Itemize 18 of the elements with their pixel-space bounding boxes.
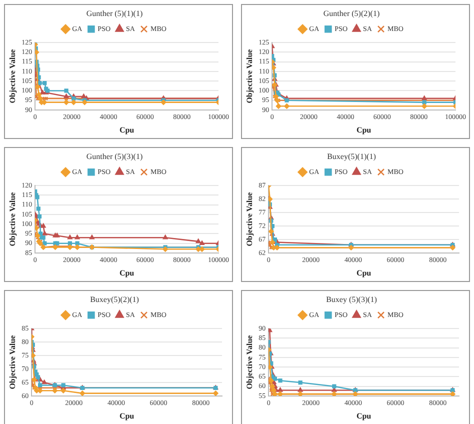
chart-title: Gunther (5)(2)(1) bbox=[323, 8, 380, 18]
y-axis-title: Objective Value bbox=[8, 334, 17, 390]
chart-title: Buxey(5)(1)(1) bbox=[327, 152, 376, 161]
x-axis-title: Cpu bbox=[119, 125, 135, 134]
x-axis-title: Cpu bbox=[356, 125, 372, 134]
y-axis-title: Objective Value bbox=[244, 334, 254, 390]
x-axis-title: Cpu bbox=[119, 411, 135, 420]
y-axis-title: Objective Value bbox=[244, 48, 254, 104]
x-axis-title: Cpu bbox=[356, 411, 372, 420]
chart-title: Buxey(5)(2)(1) bbox=[90, 294, 140, 304]
x-axis-title: Cpu bbox=[356, 268, 372, 278]
y-axis-title: Objective Value bbox=[244, 192, 254, 246]
y-axis-title: Objective Value bbox=[8, 48, 17, 104]
chart-title: Gunther (5)(1)(1) bbox=[86, 8, 143, 18]
chart-title: Gunther (5)(3)(1) bbox=[86, 152, 143, 161]
y-axis-title: Objective Value bbox=[8, 192, 17, 246]
x-axis-title: Cpu bbox=[119, 268, 135, 278]
chart-title: Buxey (5)(3)(1) bbox=[326, 294, 378, 304]
